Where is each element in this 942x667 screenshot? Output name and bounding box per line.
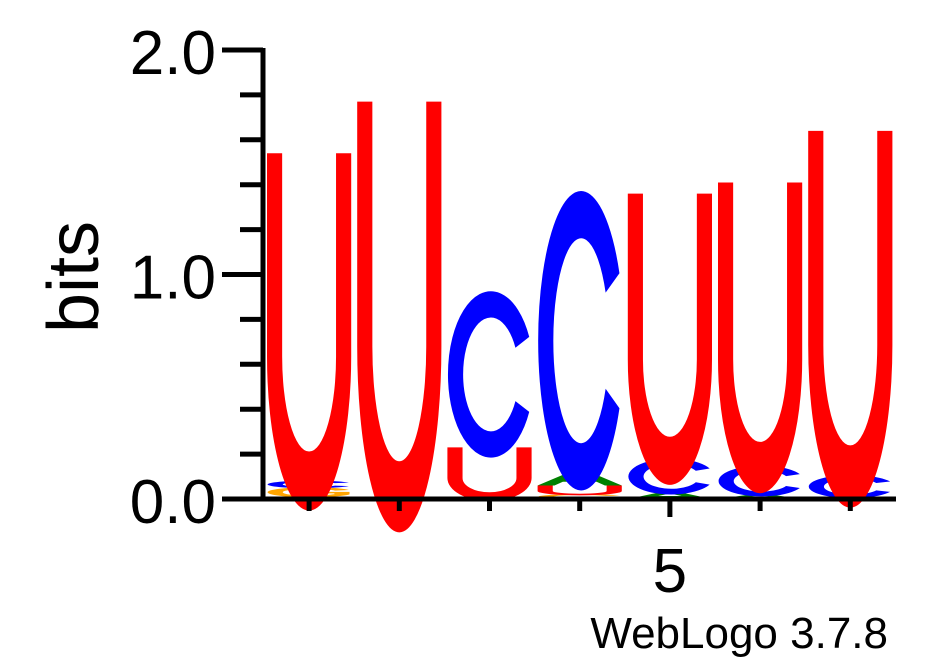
logo-letter-c-pos-4	[538, 191, 620, 491]
logo-letter-u-pos-2	[357, 101, 442, 533]
logo-letter-a-pos-4	[537, 472, 622, 486]
logo-letter-u-pos-7	[808, 130, 893, 508]
y-tick-label: 0.0	[130, 468, 216, 537]
y-tick-label: 1.0	[130, 244, 216, 313]
y-axis-label: bits	[34, 221, 114, 333]
logo-letter-u-pos-1	[267, 153, 352, 511]
x-tick-label: 5	[653, 537, 687, 606]
logo-letter-u-pos-6	[718, 182, 803, 494]
logo-axes: 0.0 1.0 2.0 5	[130, 19, 896, 606]
logo-letter-u-pos-5	[627, 193, 712, 485]
logo-letter-c-pos-3	[448, 291, 530, 458]
logo-letter-u-pos-4	[537, 485, 622, 496]
logo-letters	[267, 101, 893, 533]
weblogo-credit: WebLogo 3.7.8	[590, 609, 888, 658]
y-tick-label: 2.0	[130, 19, 216, 88]
